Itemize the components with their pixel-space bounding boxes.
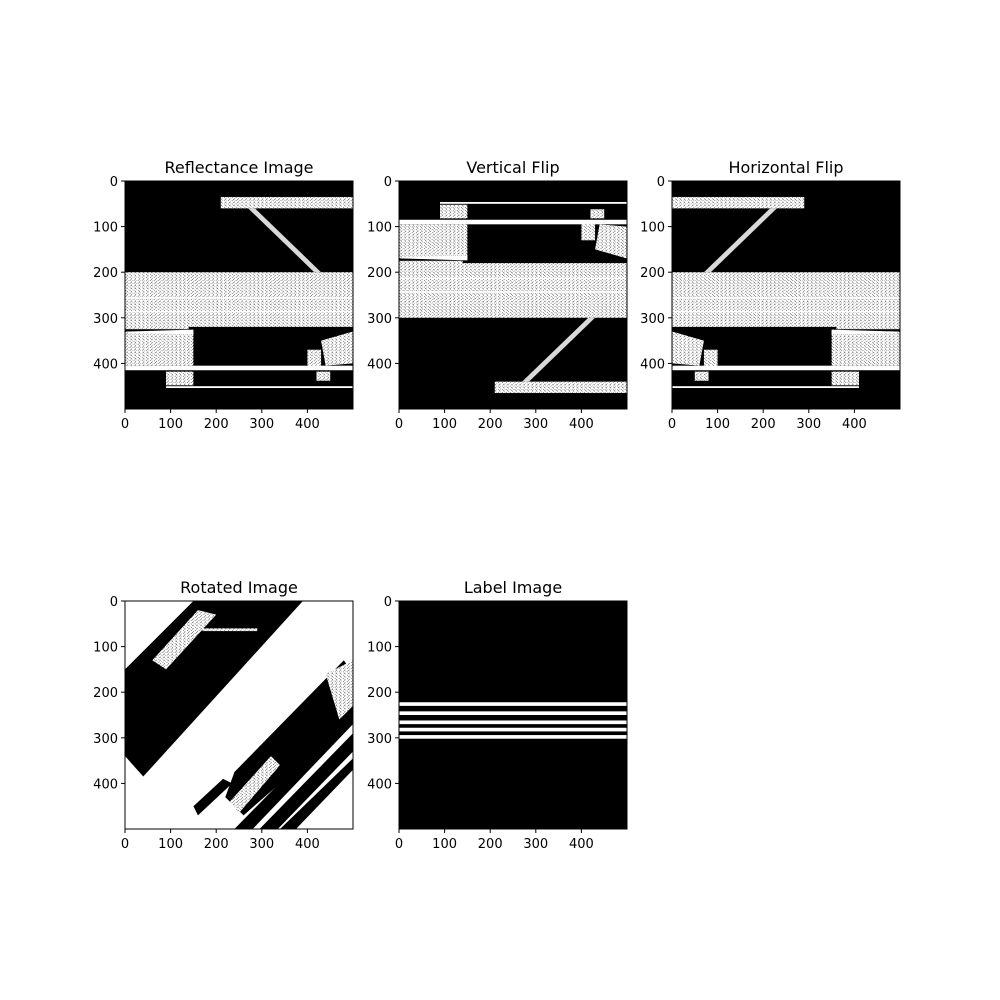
axes-frame (124, 600, 354, 830)
y-tick-label: 400 (93, 357, 118, 372)
x-tick-label: 200 (204, 417, 229, 432)
x-tick-label: 400 (842, 417, 867, 432)
axes-frame (124, 180, 354, 410)
panel-title: Horizontal Flip (728, 158, 843, 177)
axes-frame (671, 180, 901, 410)
y-tick-label: 400 (367, 357, 392, 372)
x-tick-label: 100 (705, 417, 730, 432)
panel-title: Reflectance Image (164, 158, 313, 177)
x-tick-label: 100 (158, 417, 183, 432)
x-tick-label: 300 (523, 837, 548, 852)
y-tick-label: 200 (367, 686, 392, 701)
y-tick-label: 100 (367, 221, 392, 236)
label-image (399, 601, 627, 829)
y-tick-label: 100 (640, 221, 665, 236)
y-tick-label: 300 (93, 312, 118, 327)
y-tick-label: 0 (110, 175, 118, 190)
x-tick-label: 0 (395, 837, 403, 852)
panel-title: Label Image (464, 578, 562, 597)
x-tick-label: 400 (569, 417, 594, 432)
y-tick-label: 400 (367, 777, 392, 792)
x-tick-label: 100 (432, 417, 457, 432)
y-tick-label: 400 (93, 777, 118, 792)
x-tick-label: 300 (796, 417, 821, 432)
axes-frame (398, 600, 628, 830)
x-tick-label: 0 (395, 417, 403, 432)
y-tick-label: 300 (367, 312, 392, 327)
axes-frame (398, 180, 628, 410)
panel-rotated: Rotated Image 0 100 200 300 400 0 100 200 300 400 (93, 578, 354, 852)
y-tick-label: 0 (657, 175, 665, 190)
x-tick-label: 0 (121, 417, 129, 432)
horizontal-flip-image (672, 181, 900, 409)
y-tick-label: 0 (384, 175, 392, 190)
x-tick-label: 0 (121, 837, 129, 852)
panel-title: Rotated Image (180, 578, 298, 597)
x-tick-label: 200 (478, 837, 503, 852)
rotated-image (125, 601, 353, 829)
vertical-flip-image (399, 181, 627, 409)
y-tick-label: 100 (93, 641, 118, 656)
x-tick-label: 200 (478, 417, 503, 432)
panel-vertical-flip: Vertical Flip 0 100 200 300 400 0 100 200 300 400 (367, 158, 628, 432)
reflectance-image (125, 181, 353, 409)
x-tick-label: 100 (432, 837, 457, 852)
x-tick-label: 300 (249, 837, 274, 852)
y-tick-label: 200 (93, 266, 118, 281)
y-tick-label: 300 (367, 732, 392, 747)
x-tick-label: 300 (523, 417, 548, 432)
y-tick-label: 100 (93, 221, 118, 236)
y-tick-label: 400 (640, 357, 665, 372)
panel-horizontal-flip: Horizontal Flip 0 100 200 300 400 0 100 200 300 4… (640, 158, 901, 432)
y-tick-label: 300 (93, 732, 118, 747)
panel-reflectance: Reflectance Image 0 100 200 300 400 0 100 200 30… (93, 158, 354, 432)
panel-title: Vertical Flip (466, 158, 559, 177)
y-tick-label: 100 (367, 641, 392, 656)
x-tick-label: 400 (295, 417, 320, 432)
x-tick-label: 200 (751, 417, 776, 432)
y-tick-label: 300 (640, 312, 665, 327)
panel-label: Label Image 0 100 200 300 400 0 100 200 300 400 (367, 578, 628, 852)
y-tick-label: 200 (640, 266, 665, 281)
x-tick-label: 400 (569, 837, 594, 852)
y-tick-label: 0 (110, 595, 118, 610)
y-tick-label: 200 (93, 686, 118, 701)
x-tick-label: 400 (295, 837, 320, 852)
y-tick-label: 200 (367, 266, 392, 281)
x-tick-label: 0 (668, 417, 676, 432)
x-tick-label: 200 (204, 837, 229, 852)
x-tick-label: 100 (158, 837, 183, 852)
x-tick-label: 300 (249, 417, 274, 432)
y-tick-label: 0 (384, 595, 392, 610)
